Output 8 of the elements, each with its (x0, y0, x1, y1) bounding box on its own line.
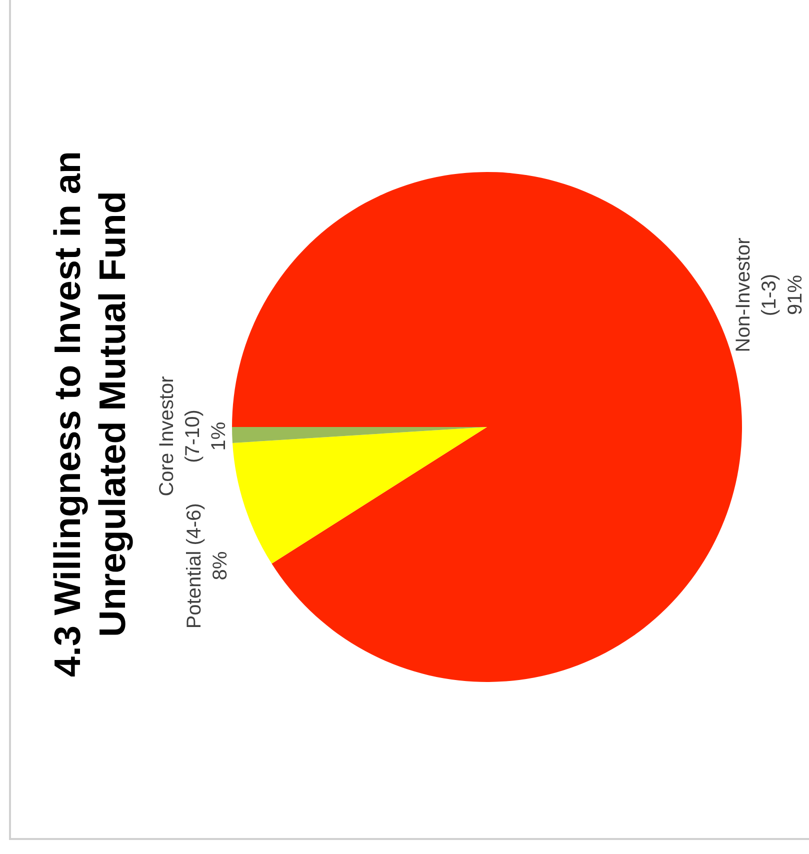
slice-label: Non-Investor (1-3) (732, 237, 780, 352)
slice-label: Core Investor (7-10) (156, 376, 204, 496)
slice-label: Potential (4-6) (183, 503, 206, 629)
data-label: 1% (208, 422, 230, 451)
data-label: 8% (209, 551, 232, 580)
pie-slice (232, 427, 487, 564)
text: 4.3 Willingness to Invest in an Unregulated Mutual Fund (47, 150, 134, 678)
data-label: 91% (784, 274, 806, 315)
